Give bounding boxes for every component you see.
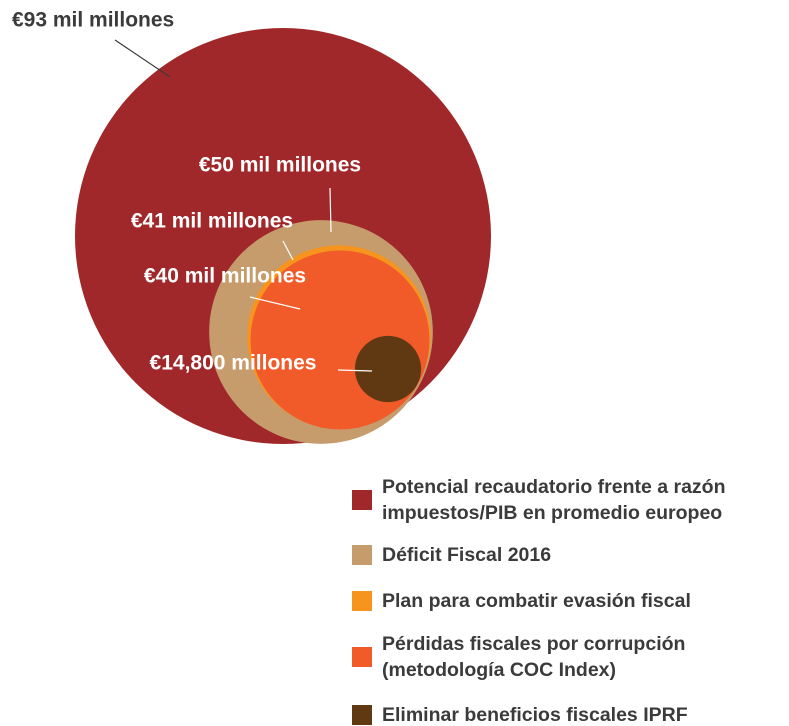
legend-item: Déficit Fiscal 2016 (352, 542, 777, 568)
value-label: €50 mil millones (199, 154, 361, 177)
value-label: €14,800 millones (150, 352, 317, 375)
legend-label: Pérdidas fiscales por corrupción (metodo… (382, 633, 686, 681)
legend-swatch (352, 490, 372, 510)
value-label: €93 mil millones (12, 9, 174, 32)
value-label: €41 mil millones (131, 210, 293, 233)
legend-item: Potencial recaudatorio frente a razón im… (352, 474, 777, 526)
value-label: €40 mil millones (144, 265, 306, 288)
legend-label: Eliminar beneficios fiscales IPRF (382, 704, 688, 726)
leader-line (249, 296, 301, 310)
legend-label: Plan para combatir evasión fiscal (382, 590, 691, 612)
legend-label: Déficit Fiscal 2016 (382, 544, 552, 566)
legend-item: Eliminar beneficios fiscales IPRF (352, 702, 777, 726)
legend-label: Potencial recaudatorio frente a razón im… (382, 476, 726, 524)
legend-swatch (352, 647, 372, 667)
leader-line (329, 187, 332, 233)
legend-swatch (352, 591, 372, 611)
leader-line (337, 369, 373, 372)
legend-item: Pérdidas fiscales por corrupción (metodo… (352, 631, 777, 683)
legend-swatch (352, 705, 372, 725)
leader-line (114, 39, 171, 78)
bubble (354, 335, 422, 403)
legend-swatch (352, 545, 372, 565)
leader-line (282, 240, 294, 261)
legend-item: Plan para combatir evasión fiscal (352, 588, 777, 614)
